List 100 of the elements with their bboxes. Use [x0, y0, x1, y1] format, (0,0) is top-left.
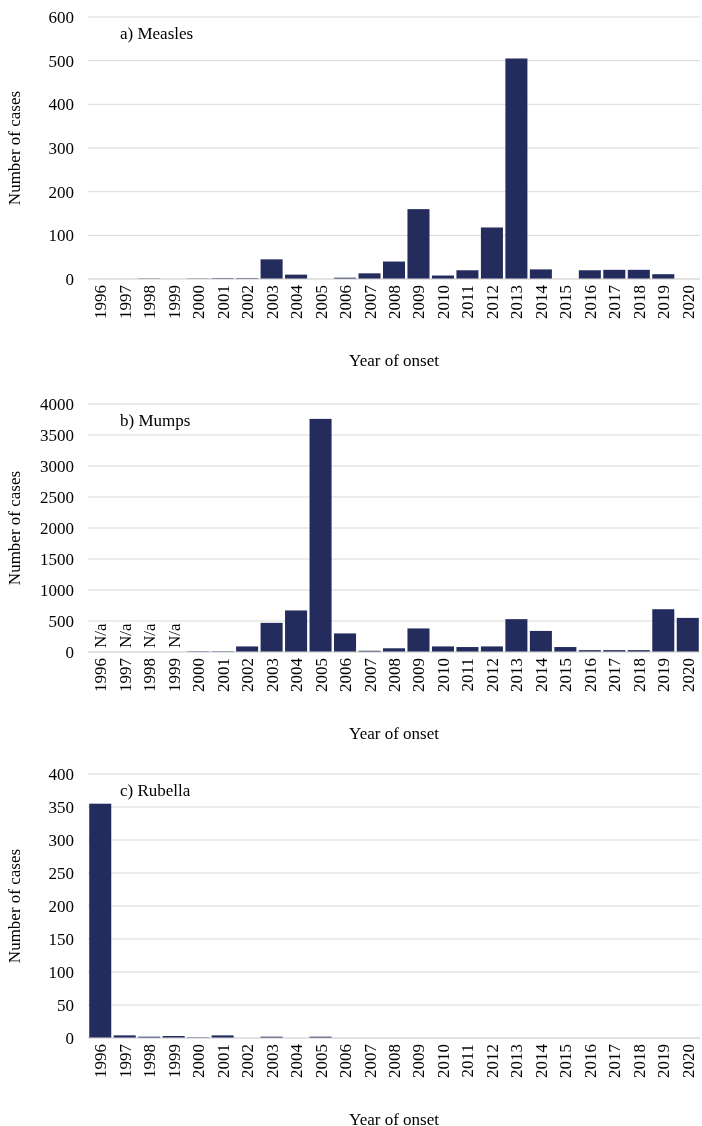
- x-tick-label: 2010: [433, 1044, 453, 1078]
- annotation: N/a: [115, 623, 135, 648]
- x-tick-label: 2010: [433, 658, 453, 692]
- x-tick-label: 2005: [311, 1044, 331, 1078]
- chart-title: a) Measles: [120, 24, 194, 43]
- annotation: N/a: [91, 623, 111, 648]
- x-tick-label: 1996: [91, 1044, 111, 1078]
- x-tick-label: 2010: [433, 285, 453, 319]
- x-tick-label: 2014: [531, 657, 551, 692]
- x-tick-label: 2005: [311, 285, 331, 319]
- y-tick-label: 2500: [40, 487, 74, 507]
- x-tick-label: 2002: [238, 285, 258, 319]
- x-tick-label: 2012: [482, 658, 502, 692]
- y-axis-title: Number of cases: [5, 848, 24, 964]
- x-tick-label: 2017: [605, 284, 625, 319]
- x-tick-label: 2011: [458, 658, 478, 692]
- x-tick-label: 1997: [115, 1043, 135, 1078]
- x-tick-label: 2006: [336, 1044, 356, 1078]
- x-tick-label: 2018: [629, 285, 649, 319]
- x-tick-label: 2014: [531, 1043, 551, 1078]
- x-tick-label: 2006: [336, 285, 356, 319]
- x-tick-label: 2008: [385, 658, 404, 692]
- y-tick-label: 500: [48, 51, 74, 71]
- y-tick-label: 600: [48, 7, 74, 27]
- x-tick-label: 2018: [629, 658, 649, 692]
- y-tick-label: 350: [48, 797, 74, 817]
- chart-title: b) Mumps: [120, 411, 191, 430]
- y-tick-label: 0: [65, 269, 74, 289]
- x-tick-label: 2002: [238, 658, 258, 692]
- x-tick-label: 2007: [360, 1043, 380, 1078]
- annotation: N/a: [140, 623, 160, 648]
- y-tick-label: 4000: [40, 394, 74, 414]
- x-tick-label: 1997: [115, 284, 135, 319]
- y-tick-label: 150: [48, 929, 74, 949]
- annotation: N/a: [164, 623, 184, 648]
- x-tick-label: 2016: [580, 658, 600, 692]
- y-tick-label: 200: [48, 896, 74, 916]
- x-tick-label: 2004: [287, 1043, 307, 1078]
- x-tick-label: 2016: [580, 285, 600, 319]
- x-tick-label: 2013: [507, 1044, 527, 1078]
- x-tick-label: 2013: [507, 658, 527, 692]
- y-tick-label: 0: [65, 642, 74, 662]
- x-tick-label: 2008: [385, 285, 404, 319]
- x-tick-label: 1999: [164, 658, 184, 692]
- x-tick-label: 2001: [213, 1044, 233, 1078]
- x-tick-label: 2017: [605, 1043, 625, 1078]
- y-tick-label: 300: [48, 830, 74, 850]
- x-tick-label: 2015: [556, 285, 576, 319]
- x-tick-label: 2011: [458, 1044, 478, 1078]
- x-tick-label: 2005: [311, 658, 331, 692]
- x-tick-label: 2011: [458, 285, 478, 319]
- x-tick-label: 2020: [678, 1044, 698, 1078]
- x-tick-label: 1998: [140, 1044, 160, 1078]
- x-axis-title: Year of onset: [349, 1110, 440, 1126]
- x-tick-label: 2003: [262, 658, 282, 692]
- y-tick-label: 3000: [40, 456, 74, 476]
- x-tick-label: 1998: [140, 285, 160, 319]
- x-tick-label: 2009: [409, 658, 429, 692]
- x-tick-label: 2012: [482, 1044, 502, 1078]
- x-tick-label: 2004: [287, 284, 307, 319]
- x-tick-label: 1996: [91, 658, 111, 692]
- x-tick-label: 2015: [556, 658, 576, 692]
- x-tick-label: 2002: [238, 1044, 258, 1078]
- y-tick-label: 100: [48, 962, 74, 982]
- x-tick-label: 2000: [189, 658, 209, 692]
- y-tick-label: 250: [48, 863, 74, 883]
- x-tick-label: 2001: [213, 285, 233, 319]
- y-tick-label: 2000: [40, 518, 74, 538]
- x-tick-label: 2017: [605, 657, 625, 692]
- x-tick-label: 2013: [507, 285, 527, 319]
- x-tick-label: 2007: [360, 657, 380, 692]
- x-tick-label: 1996: [91, 285, 111, 319]
- y-tick-label: 3500: [40, 425, 74, 445]
- x-tick-label: 1997: [115, 657, 135, 692]
- chart-title: c) Rubella: [120, 781, 191, 800]
- x-tick-label: 2003: [262, 1044, 282, 1078]
- x-axis-title: Year of onset: [349, 724, 440, 743]
- x-tick-label: 2019: [654, 285, 674, 319]
- y-tick-label: 400: [48, 764, 74, 784]
- x-tick-label: 2009: [409, 1044, 429, 1078]
- x-tick-label: 2020: [678, 658, 698, 692]
- x-tick-label: 2004: [287, 657, 307, 692]
- x-tick-label: 2018: [629, 1044, 649, 1078]
- x-tick-label: 2012: [482, 285, 502, 319]
- y-axis-title: Number of cases: [5, 90, 24, 206]
- y-tick-label: 1500: [40, 549, 74, 569]
- x-tick-label: 2003: [262, 285, 282, 319]
- y-axis-title: Number of cases: [5, 470, 24, 586]
- y-tick-label: 100: [48, 226, 74, 246]
- x-tick-label: 2001: [213, 658, 233, 692]
- x-tick-label: 2000: [189, 285, 209, 319]
- x-tick-label: 2007: [360, 284, 380, 319]
- x-tick-label: 1998: [140, 658, 160, 692]
- x-axis-title: Year of onset: [349, 351, 440, 370]
- x-tick-label: 1999: [164, 1044, 184, 1078]
- x-tick-label: 2016: [580, 1044, 600, 1078]
- y-tick-label: 500: [48, 611, 74, 631]
- y-tick-label: 50: [57, 995, 74, 1015]
- x-tick-label: 2000: [189, 1044, 209, 1078]
- x-tick-label: 2008: [385, 1044, 404, 1078]
